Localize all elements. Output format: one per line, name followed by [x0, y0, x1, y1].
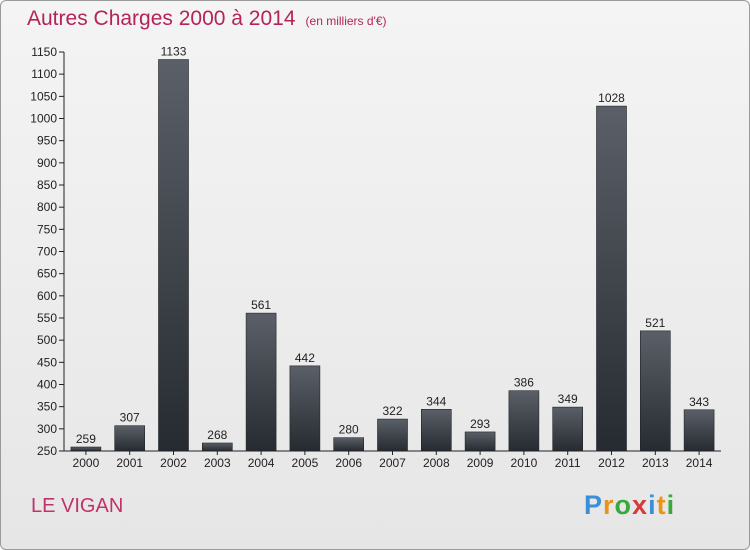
value-label-2007: 322 — [382, 404, 402, 418]
bar-2001 — [114, 425, 145, 452]
logo-letter: i — [648, 490, 657, 520]
x-tick-label-2006: 2006 — [335, 456, 362, 470]
value-label-2004: 561 — [251, 298, 271, 312]
bar-2013 — [639, 330, 671, 452]
x-axis: 2000 2001 2002 2003 2004 2005 2006 2007 2008 2009… — [64, 450, 721, 470]
value-label-2006: 280 — [339, 423, 359, 437]
y-tick-label: 1150 — [31, 45, 57, 59]
y-tick-label: 400 — [37, 378, 57, 392]
y-tick-label: 850 — [37, 178, 57, 192]
y-tick-label: 1000 — [30, 112, 57, 126]
logo-letter: o — [614, 490, 633, 520]
proxiti-logo: Proxiti — [584, 490, 675, 521]
chart-unit: (en milliers d'€) — [305, 14, 387, 28]
logo-letter: x — [632, 490, 649, 520]
value-label-2010: 386 — [514, 376, 534, 390]
bars: 259 307 1133 268 561 442 280 322 344 293 386 349 102… — [70, 45, 715, 452]
y-tick-label: 450 — [37, 355, 57, 369]
x-tick-label-2014: 2014 — [686, 456, 713, 470]
logo-letter: t — [656, 490, 667, 520]
value-label-2000: 259 — [76, 432, 96, 446]
value-label-2014: 343 — [689, 395, 709, 409]
x-tick-label-2007: 2007 — [379, 456, 406, 470]
x-tick-label-2005: 2005 — [292, 456, 319, 470]
bar-2005 — [289, 365, 321, 452]
y-tick-label: 650 — [37, 267, 57, 281]
x-tick-label-2001: 2001 — [116, 456, 143, 470]
y-tick-label: 300 — [37, 422, 57, 436]
bar-2014 — [683, 409, 715, 452]
logo-letter: r — [603, 490, 615, 520]
y-tick-label: 950 — [37, 134, 57, 148]
bar-2012 — [596, 105, 627, 452]
y-tick-label: 250 — [37, 444, 57, 458]
y-tick-label: 800 — [37, 200, 57, 214]
bar-2002 — [158, 59, 189, 452]
chart-title: Autres Charges 2000 à 2014 — [27, 7, 296, 30]
bar-2004 — [245, 312, 277, 452]
x-tick-label-2008: 2008 — [423, 456, 450, 470]
place-label: LE VIGAN — [31, 495, 124, 517]
bar-2000 — [70, 446, 102, 452]
bar-2007 — [377, 418, 408, 452]
y-tick-label: 750 — [37, 222, 57, 236]
bar-2006 — [333, 437, 365, 452]
x-tick-label-2003: 2003 — [204, 456, 231, 470]
bar-2009 — [464, 431, 496, 452]
logo-letter: i — [666, 490, 676, 520]
y-tick-label: 600 — [37, 289, 57, 303]
x-tick-label-2000: 2000 — [73, 456, 100, 470]
x-tick-label-2004: 2004 — [248, 456, 275, 470]
value-label-2003: 268 — [207, 428, 227, 442]
x-tick-label-2013: 2013 — [642, 456, 669, 470]
y-tick-label: 700 — [37, 245, 57, 259]
bar-2003 — [202, 442, 233, 452]
value-label-2012: 1028 — [598, 91, 625, 105]
bar-2010 — [508, 390, 540, 452]
bar-2011 — [552, 406, 584, 452]
y-tick-label: 500 — [37, 333, 57, 347]
bar-2008 — [420, 409, 452, 452]
x-tick-label-2011: 2011 — [555, 456, 581, 470]
x-tick-label-2012: 2012 — [598, 456, 625, 470]
value-label-2013: 521 — [645, 316, 665, 330]
y-axis: 250 300 350 400 450 500 550 600 650 700 750 800 850 9… — [30, 45, 65, 458]
x-tick-label-2010: 2010 — [511, 456, 538, 470]
y-tick-label: 1100 — [31, 67, 57, 81]
value-label-2008: 344 — [426, 394, 446, 408]
y-tick-label: 550 — [37, 311, 57, 325]
x-tick-label-2009: 2009 — [467, 456, 494, 470]
y-tick-label: 350 — [37, 400, 57, 414]
title-block: Autres Charges 2000 à 2014 (en milliers d… — [27, 7, 387, 31]
value-label-2011: 349 — [558, 392, 578, 406]
logo-letter: P — [584, 490, 604, 520]
value-label-2001: 307 — [120, 411, 140, 425]
value-label-2002: 1133 — [161, 45, 187, 59]
x-tick-label-2002: 2002 — [160, 456, 187, 470]
value-label-2005: 442 — [295, 351, 315, 365]
y-tick-label: 900 — [37, 156, 57, 170]
value-label-2009: 293 — [470, 417, 490, 431]
y-tick-label: 1050 — [30, 89, 57, 103]
